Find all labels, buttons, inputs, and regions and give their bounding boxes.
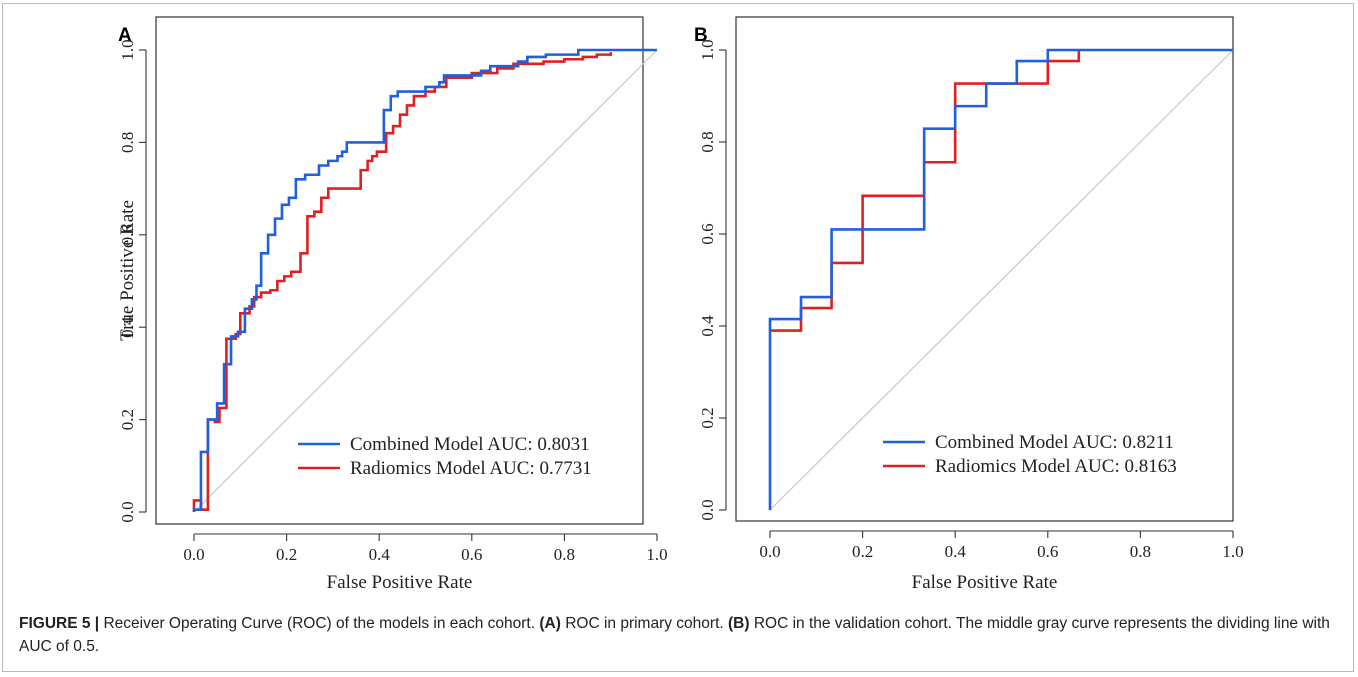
x-tick-label: 0.8 [554,545,575,564]
reference-diagonal-line [769,49,1234,511]
y-tick-label: 0.2 [698,407,717,428]
x-tick-label: 0.4 [945,542,967,561]
plot-area-border [735,16,1234,522]
y-tick-label: 0.6 [698,223,717,244]
y-tick-label: 0.0 [118,501,137,522]
y-tick-label: 0.6 [118,224,137,245]
x-tick-label: 0.6 [1037,542,1058,561]
legend-label-series-2: Radiomics Model AUC: 0.7731 [350,458,592,479]
legend-label-series-1: Combined Model AUC: 0.8031 [350,434,590,455]
x-tick-label: 0.8 [1130,542,1151,561]
panel-label: B [694,25,708,46]
x-tick-label: 0.4 [369,545,391,564]
caption-label-a: (A) [539,615,561,632]
y-tick-label: 0.8 [118,132,137,153]
x-tick-label: 0.0 [183,545,204,564]
y-tick-label: 0.4 [698,315,717,337]
caption-text-2: ROC in primary cohort. [560,615,728,632]
caption-figure-label: FIGURE 5 | [19,615,100,632]
y-axis-title: True Positive Rate [117,200,138,341]
legend-label-series-1: Combined Model AUC: 0.8211 [935,432,1174,453]
y-tick-label: 0.8 [698,131,717,152]
reference-diagonal-line [193,49,658,513]
x-tick-label: 0.0 [759,542,780,561]
x-tick-label: 1.0 [1222,542,1243,561]
y-tick-label: 0.2 [118,409,137,430]
roc-curve-series-2 [192,52,612,512]
x-tick-label: 0.6 [461,545,482,564]
roc-chart-primary-cohort: A 0.0 0.2 0.4 0.6 0.8 1.0 0.0 0.2 0.4 0.6 0.8 1.0 Fal… [117,16,668,593]
plot-area-border [155,16,644,525]
x-tick-label: 0.2 [852,542,873,561]
figure-frame: A 0.0 0.2 0.4 0.6 0.8 1.0 0.0 0.2 0.4 0.6 0.8 1.0 Fal… [2,3,1354,672]
y-tick-label: 1.0 [698,39,717,60]
roc-chart-validation-cohort: B 0.0 0.2 0.4 0.6 0.8 1.0 0.0 0.2 0.4 0.6 0.8 1.0 Fal… [694,16,1244,593]
panel-label: A [118,25,132,46]
roc-curve-series-1 [192,48,657,512]
y-tick-label: 0.0 [698,499,717,520]
caption-label-b: (B) [728,615,750,632]
x-axis-title: False Positive Rate [912,572,1058,593]
x-tick-label: 0.2 [276,545,297,564]
caption-text-3: ROC in the validation cohort. The middle… [19,615,1330,655]
x-axis-title: False Positive Rate [327,572,473,593]
y-tick-label: 0.4 [118,316,137,338]
legend-label-series-2: Radiomics Model AUC: 0.8163 [935,456,1177,477]
roc-curve-series-1 [768,48,1233,510]
caption-text-1: Receiver Operating Curve (ROC) of the mo… [99,615,540,632]
y-tick-label: 1.0 [118,39,137,60]
x-tick-label: 1.0 [646,545,667,564]
figure-caption: FIGURE 5 | Receiver Operating Curve (ROC… [19,612,1339,658]
